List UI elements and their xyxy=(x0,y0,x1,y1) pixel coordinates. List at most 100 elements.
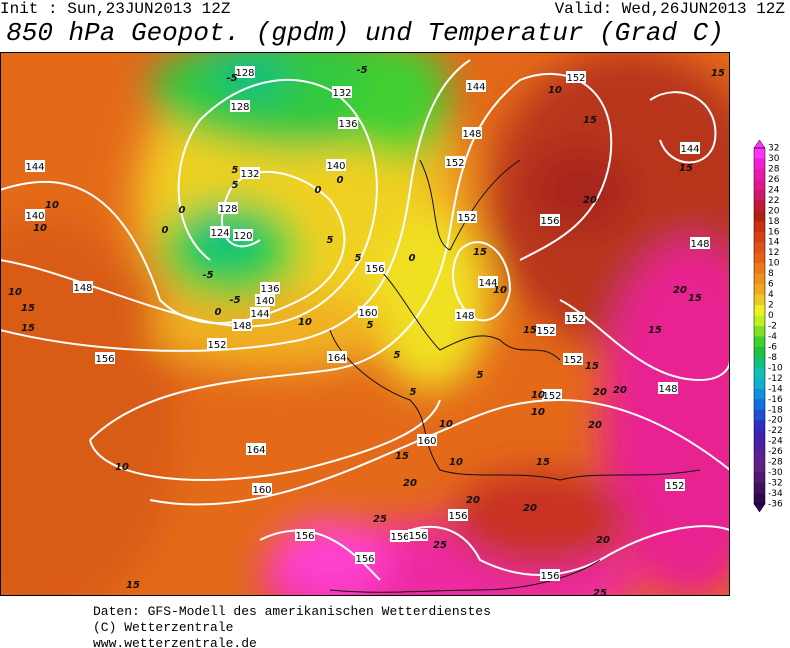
geopotential-label: 152 xyxy=(536,326,555,337)
temperature-label: 15 xyxy=(395,451,409,462)
temperature-field xyxy=(1,53,729,595)
geopotential-label-bg xyxy=(365,262,385,274)
temperature-label: 5 xyxy=(394,350,401,361)
geopotential-label-bg xyxy=(25,209,45,221)
temperature-label: 15 xyxy=(688,293,702,304)
valid-time: Valid: Wed,26JUN2013 12Z xyxy=(554,0,785,18)
temperature-label: 0 xyxy=(409,253,416,264)
geopotential-label-bg xyxy=(355,552,375,564)
temperature-label: 10 xyxy=(45,200,59,211)
geopotential-label: 140 xyxy=(25,211,44,222)
footer-source: Daten: GFS-Modell des amerikanischen Wet… xyxy=(93,604,491,619)
colorbar-label: -28 xyxy=(768,458,783,468)
geopotential-label: 152 xyxy=(565,314,584,325)
geopotential-label: 152 xyxy=(563,355,582,366)
geopotential-label: 152 xyxy=(665,481,684,492)
colorbar-label: 32 xyxy=(768,144,779,154)
colorbar-label: -26 xyxy=(768,447,783,457)
colorbar-label: 24 xyxy=(768,185,780,195)
temperature-label: 10 xyxy=(493,285,507,296)
geopotential-label: 156 xyxy=(390,532,409,543)
geopotential-label: 164 xyxy=(327,353,346,364)
colorbar-segment xyxy=(754,346,765,358)
geopotential-label-bg xyxy=(466,80,486,92)
geopotential-label: 132 xyxy=(332,88,351,99)
colorbar-segment xyxy=(754,441,765,453)
footer-copyright: (C) Wetterzentrale xyxy=(93,620,234,635)
temperature-label: 5 xyxy=(232,165,239,176)
geopotential-label-bg xyxy=(408,529,428,541)
temperature-label: 25 xyxy=(433,540,447,551)
geopotential-label: 160 xyxy=(358,308,377,319)
temperature-label: 25 xyxy=(373,514,387,525)
geopotential-label-bg xyxy=(566,71,586,83)
geopotential-label-bg xyxy=(326,159,346,171)
colorbar-label: 14 xyxy=(768,238,780,248)
geopotential-label: 148 xyxy=(462,129,481,140)
geopotential-label: 156 xyxy=(295,531,314,542)
temperature-label: 5 xyxy=(367,320,374,331)
geopotential-label: 140 xyxy=(255,296,274,307)
temperature-label: -5 xyxy=(229,295,240,306)
temperature-label: 20 xyxy=(523,503,537,514)
temperature-label: 15 xyxy=(585,361,599,372)
colorbar-segment xyxy=(754,221,765,233)
geopotential-label-bg xyxy=(457,211,477,223)
geopotential-label-bg xyxy=(358,306,378,318)
geopotential-label-bg xyxy=(95,352,115,364)
temperature-label: 15 xyxy=(583,115,597,126)
geopotential-label-bg xyxy=(680,142,700,154)
colorbar-label: -8 xyxy=(768,353,777,363)
geopotential-label-bg xyxy=(207,338,227,350)
colorbar-segment xyxy=(754,409,765,421)
coastlines xyxy=(329,159,701,593)
geopotential-label: 148 xyxy=(232,321,251,332)
geopotential-label-bg xyxy=(327,351,347,363)
colorbar-bottom-arrow xyxy=(753,503,766,513)
temperature-label: 15 xyxy=(126,580,140,591)
colorbar-label: -16 xyxy=(768,395,783,405)
geopotential-label-bg xyxy=(455,309,475,321)
colorbar-segment xyxy=(754,189,765,201)
colorbar-segment xyxy=(754,336,765,348)
colorbar-segment xyxy=(754,263,765,275)
geopotential-label: 124 xyxy=(210,228,229,239)
temperature-label: 15 xyxy=(473,247,487,258)
init-time: Init : Sun,23JUN2013 12Z xyxy=(0,0,231,18)
temperature-label: 15 xyxy=(536,457,550,468)
temperature-label: 10 xyxy=(449,457,463,468)
geopotential-label-bg xyxy=(563,353,583,365)
colorbar-label: -18 xyxy=(768,405,783,415)
geopotential-label-bg xyxy=(658,382,678,394)
colorbar-label: -32 xyxy=(768,479,783,489)
geopotential-label: 136 xyxy=(260,284,279,295)
temperature-label: 0 xyxy=(337,175,344,186)
colorbar-label: -14 xyxy=(768,384,783,394)
geopotential-label-bg xyxy=(540,214,560,226)
temperature-label: 10 xyxy=(298,317,312,328)
geopotential-label: 156 xyxy=(540,216,559,227)
geopotential-label: 156 xyxy=(408,531,427,542)
geopotential-label-bg xyxy=(295,529,315,541)
colorbar-label: 18 xyxy=(768,217,780,227)
colorbar-label: -22 xyxy=(768,426,783,436)
geopotential-label-bg xyxy=(210,226,230,238)
colorbar-label: 12 xyxy=(768,248,779,258)
temperature-label: 5 xyxy=(355,253,362,264)
colorbar-segment xyxy=(754,472,765,484)
geopotential-label-bg xyxy=(246,443,266,455)
temperature-label: 15 xyxy=(711,68,725,79)
footer-url: www.wetterzentrale.de xyxy=(93,636,257,648)
temperature-label: 0 xyxy=(215,307,222,318)
colorbar-segment xyxy=(754,357,765,369)
colorbar-label: -4 xyxy=(768,332,777,342)
geopotential-label: 144 xyxy=(250,309,269,320)
geopotential-label: 156 xyxy=(540,571,559,582)
geopotential-label: 120 xyxy=(233,231,252,242)
colorbar-label: -20 xyxy=(768,416,783,426)
colorbar-segment xyxy=(754,179,765,191)
colorbar-segment xyxy=(754,284,765,296)
colorbar-label: -34 xyxy=(768,489,783,499)
geopotential-label: 128 xyxy=(235,68,254,79)
